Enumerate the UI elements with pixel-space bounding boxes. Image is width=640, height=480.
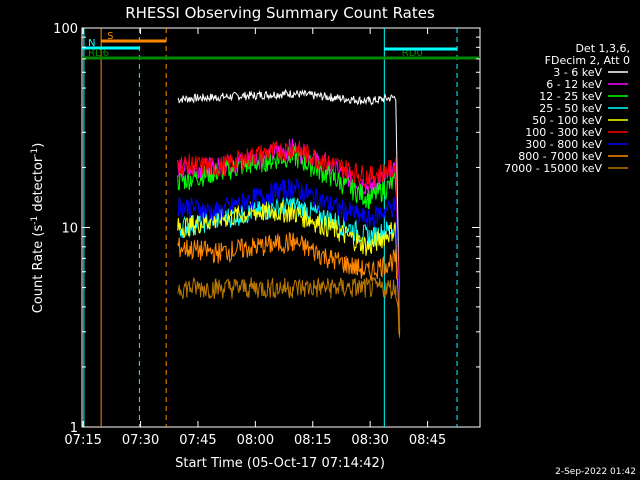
x-tick-label-6: 08:45 <box>409 433 446 448</box>
y-axis-label: Count Rate (s-1 detector-1) <box>30 143 46 314</box>
legend-header-0: Det 1,3,6, <box>575 42 630 55</box>
x-tick-label-4: 08:15 <box>294 433 331 448</box>
state-bar-label-3: RD0 <box>402 48 423 59</box>
y-axis-label-exp1: -1 <box>30 216 40 225</box>
x-tick-label-5: 08:30 <box>351 433 388 448</box>
legend-item-4: 50 - 100 keV <box>532 114 602 127</box>
chart-title: RHESSI Observing Summary Count Rates <box>125 4 435 22</box>
y-axis-label-main: Count Rate (s <box>31 225 46 314</box>
x-tick-label-2: 07:45 <box>179 433 216 448</box>
legend-item-3: 25 - 50 keV <box>539 102 602 115</box>
legend-item-2: 12 - 25 keV <box>539 90 602 103</box>
y-tick-label-0: 100 <box>53 22 78 37</box>
series-line-0 <box>177 88 401 333</box>
y-axis-label-end: ) <box>31 143 46 148</box>
x-tick-label-3: 08:00 <box>237 433 274 448</box>
timestamp: 2-Sep-2022 01:42 <box>555 467 636 477</box>
legend-item-0: 3 - 6 keV <box>553 66 602 79</box>
series-line-6 <box>177 177 401 333</box>
state-bar-label-2: RD6 <box>88 48 109 59</box>
legend-item-8: 7000 - 15000 keV <box>504 162 602 175</box>
series-line-4 <box>177 201 401 325</box>
y-axis-label-exp2: -1 <box>30 148 40 157</box>
legend-item-7: 800 - 7000 keV <box>518 150 602 163</box>
series-line-5 <box>177 140 401 335</box>
series-line-3 <box>177 196 401 329</box>
x-tick-label-1: 07:30 <box>122 433 159 448</box>
state-bar-label-0: S <box>107 31 113 42</box>
legend-header-1: FDecim 2, Att 0 <box>545 54 630 67</box>
x-axis-label: Start Time (05-Oct-17 07:14:42) <box>175 456 385 471</box>
legend-item-1: 6 - 12 keV <box>546 78 602 91</box>
x-tick-label-0: 07:15 <box>64 433 101 448</box>
state-bar-label-1: N <box>88 38 95 49</box>
y-tick-label-2: 1 <box>70 421 78 436</box>
y-axis-label-mid: detector <box>31 156 46 216</box>
legend-item-5: 100 - 300 keV <box>525 126 602 139</box>
y-tick-label-1: 10 <box>61 222 78 237</box>
legend-item-6: 300 - 800 keV <box>525 138 602 151</box>
series-line-7 <box>177 231 401 336</box>
series-line-8 <box>177 276 401 337</box>
